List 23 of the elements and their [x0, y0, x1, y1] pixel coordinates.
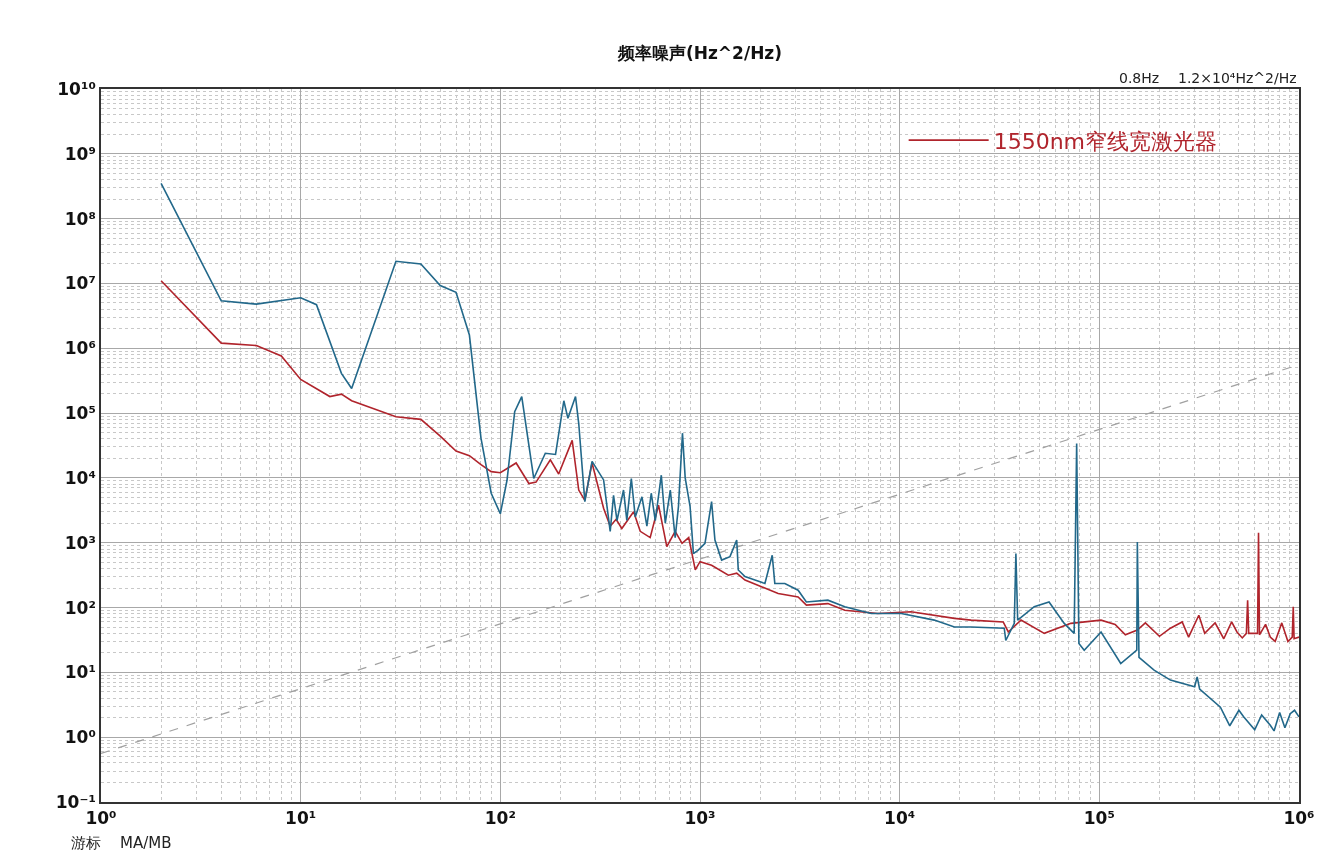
x-tick-label: 10³ [684, 808, 716, 829]
x-tick-label: 10² [484, 808, 516, 829]
legend-label: 1550nm窄线宽激光器 [993, 128, 1218, 154]
y-tick-label: 10⁴ [64, 467, 96, 488]
y-tick-label: 10² [64, 597, 96, 618]
y-tick-label: 10⁵ [64, 403, 96, 424]
y-tick-label: 10⁷ [64, 273, 96, 294]
text: 游标 [71, 834, 101, 852]
y-tick-label: 10⁹ [64, 143, 96, 164]
text: MA/MB [120, 834, 172, 852]
x-tick-label: 10⁴ [884, 808, 916, 829]
y-tick-label: 10³ [64, 532, 96, 553]
x-tick-label: 10⁵ [1083, 808, 1115, 829]
y-tick-label: 10¹⁰ [57, 78, 96, 99]
y-tick-label: 10⁰ [64, 727, 96, 748]
y-tick-label: 10¹ [64, 662, 96, 683]
chart-title: 频率噪声(Hz^2/Hz) [616, 42, 783, 63]
x-tick-label: 10⁶ [1283, 808, 1315, 829]
y-tick-label: 10⁸ [64, 208, 96, 229]
y-tick-label: 10⁶ [64, 338, 96, 359]
x-tick-label: 10¹ [285, 808, 317, 829]
text: 0.8Hz [1119, 70, 1160, 86]
text: 1.2×10⁴Hz^2/Hz [1178, 70, 1297, 86]
